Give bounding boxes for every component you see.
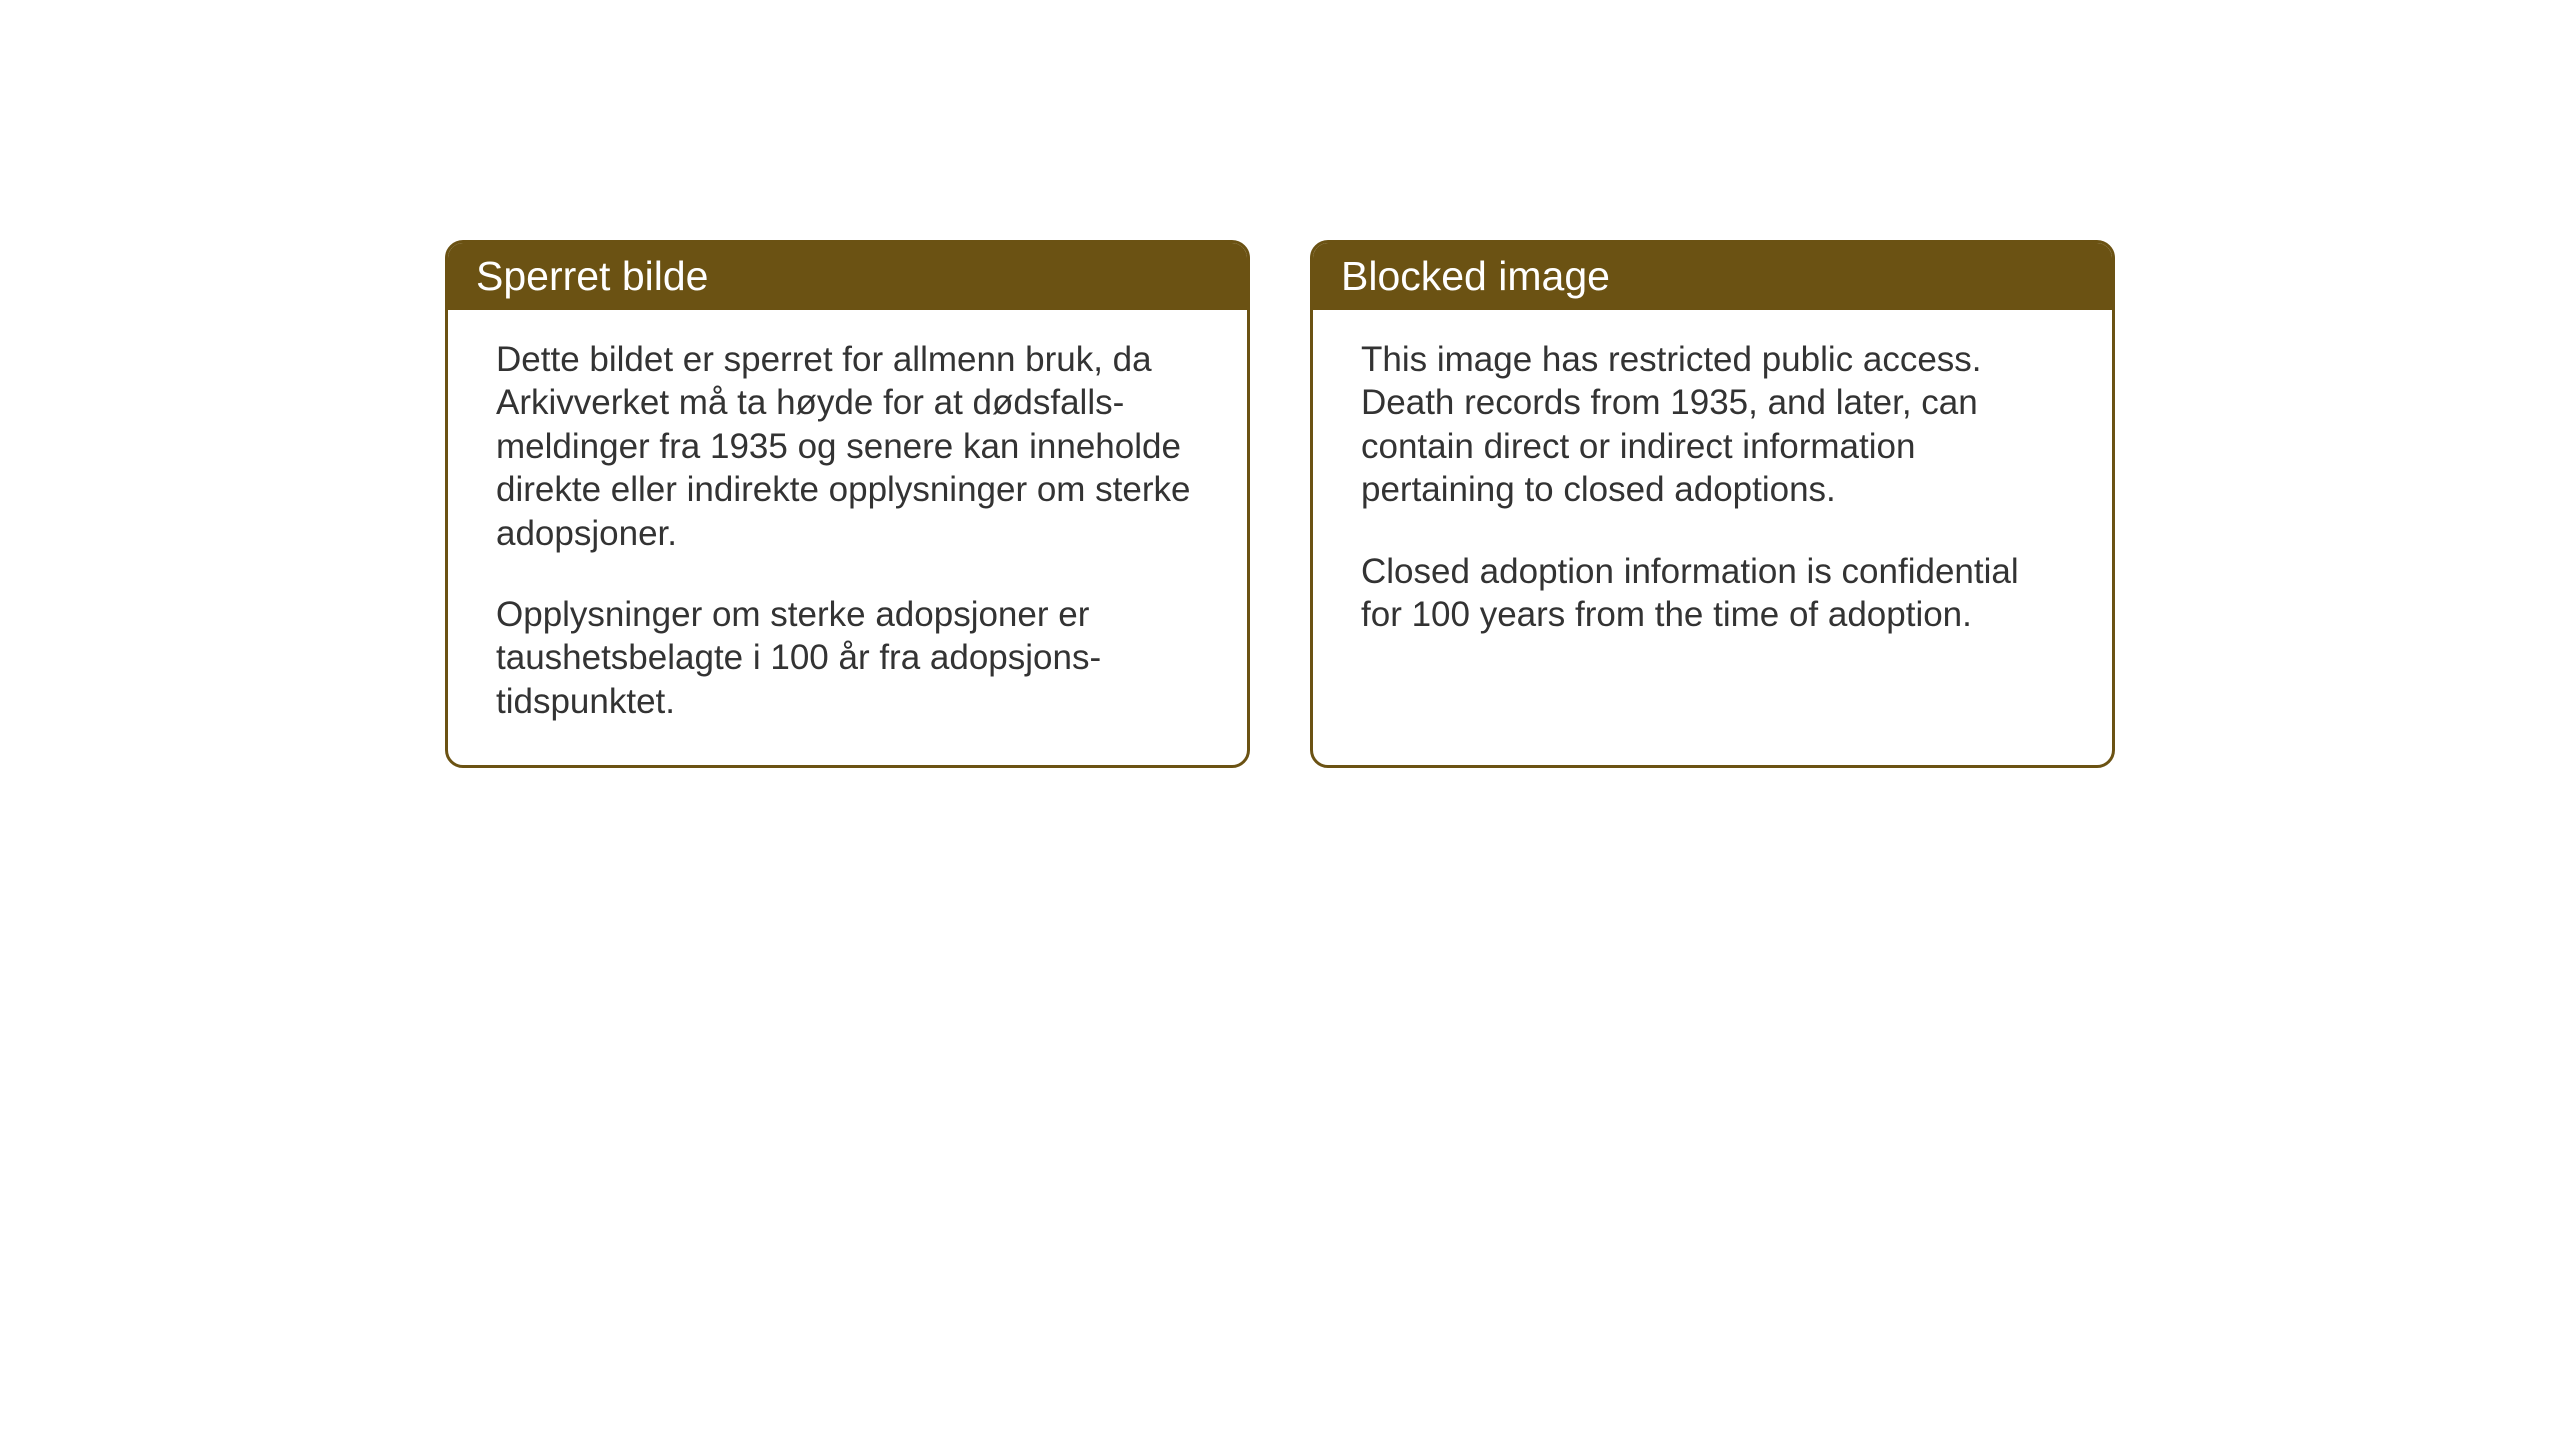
card-header-norwegian: Sperret bilde <box>448 243 1247 310</box>
notice-card-english: Blocked image This image has restricted … <box>1310 240 2115 768</box>
notice-container: Sperret bilde Dette bildet er sperret fo… <box>445 240 2115 768</box>
card-paragraph1-english: This image has restricted public access.… <box>1361 338 2064 512</box>
notice-card-norwegian: Sperret bilde Dette bildet er sperret fo… <box>445 240 1250 768</box>
card-title-english: Blocked image <box>1341 253 1610 299</box>
card-body-norwegian: Dette bildet er sperret for allmenn bruk… <box>448 310 1247 765</box>
card-title-norwegian: Sperret bilde <box>476 253 708 299</box>
card-paragraph2-norwegian: Opplysninger om sterke adopsjoner er tau… <box>496 593 1199 723</box>
card-body-english: This image has restricted public access.… <box>1313 310 2112 678</box>
card-paragraph2-english: Closed adoption information is confident… <box>1361 550 2064 637</box>
card-paragraph1-norwegian: Dette bildet er sperret for allmenn bruk… <box>496 338 1199 555</box>
card-header-english: Blocked image <box>1313 243 2112 310</box>
